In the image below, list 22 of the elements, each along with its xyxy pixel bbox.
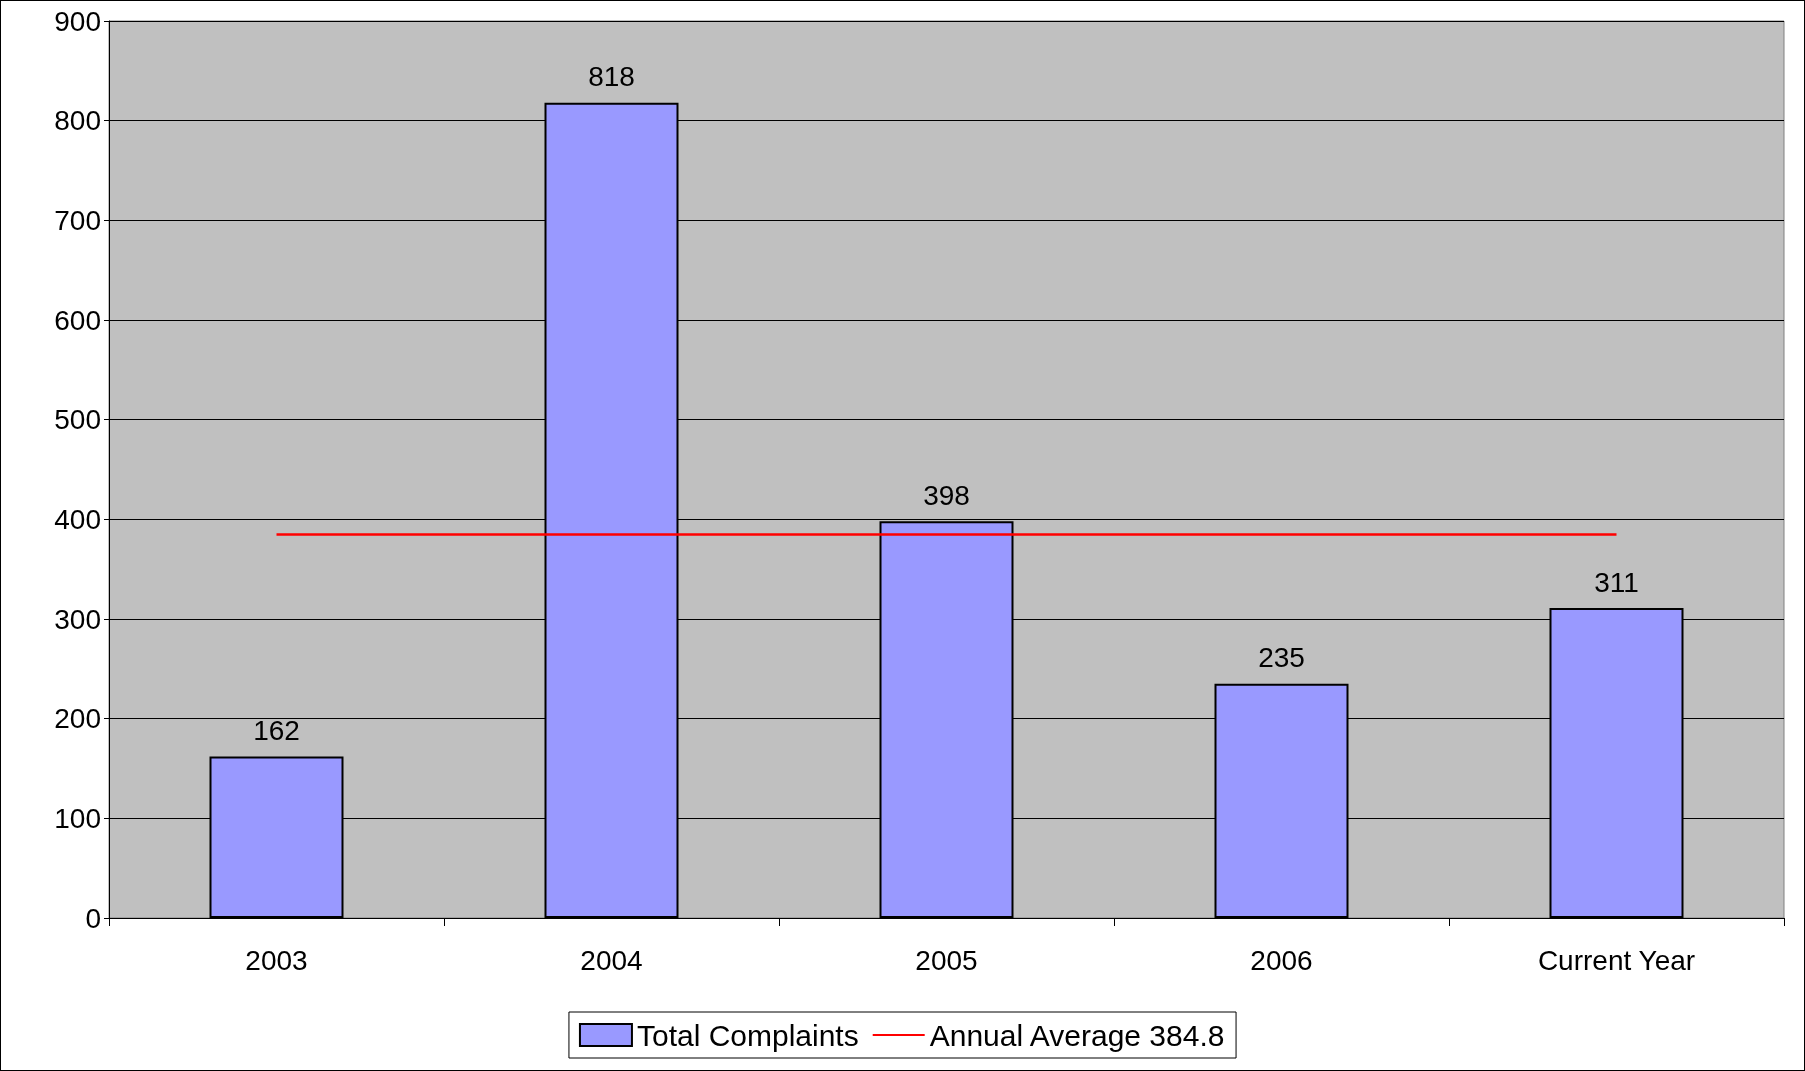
x-tick-label: 2003 [245,944,308,976]
y-tick-label: 400 [54,503,101,535]
x-tick-label: 2006 [1250,944,1313,976]
data-label: 162 [253,715,300,747]
y-tick-label: 100 [54,802,101,834]
y-tick-label: 200 [54,703,101,735]
y-tick-label: 800 [54,105,101,137]
data-label: 311 [1594,566,1639,598]
y-tick-label: 0 [85,902,101,934]
x-tick-label: Current Year [1537,944,1696,976]
x-tick-label: 2004 [580,944,643,976]
y-tick-label: 300 [54,603,101,635]
y-tick-label: 600 [54,304,101,336]
data-label: 818 [588,61,635,93]
x-tick-label: 2005 [915,944,978,976]
y-tick-label: 500 [54,404,101,436]
data-label: 235 [1258,642,1305,674]
y-tick-label: 900 [54,5,101,37]
legend-label: Annual Average 384.8 [929,1018,1225,1052]
legend-label: Total Complaints [636,1018,859,1052]
data-label: 398 [923,479,970,511]
y-tick-label: 700 [54,204,101,236]
